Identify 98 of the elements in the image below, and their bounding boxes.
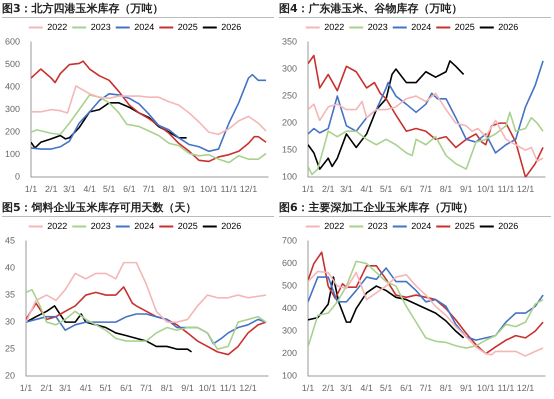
- x-tick-label: 6/1: [400, 383, 413, 394]
- legend-label: 2026: [221, 22, 242, 32]
- legend-label: 2022: [324, 220, 344, 231]
- x-tick-label: 4/1: [80, 383, 92, 394]
- x-tick-label: 7/1: [420, 184, 432, 194]
- legend-label: 2024: [134, 22, 154, 32]
- legend-label: 2022: [47, 22, 68, 32]
- x-tick-label: 9/1: [182, 184, 196, 194]
- x-tick-label: 5/1: [380, 184, 392, 194]
- y-tick-label: 500: [282, 280, 298, 291]
- x-tick-label: 5/1: [100, 383, 112, 394]
- x-tick-label: 10/1: [476, 383, 495, 394]
- x-tick-label: 8/1: [162, 184, 176, 194]
- chart-title: 图5：饲料企业玉米库存可用天数（天）: [2, 199, 274, 217]
- x-tick-label: 10/1: [200, 184, 218, 194]
- chart-title: 图3：北方四港玉米库存（万吨）: [2, 0, 274, 18]
- y-tick-label: 300: [282, 64, 298, 74]
- x-tick-label: 11/1: [220, 383, 237, 394]
- y-tick-label: 350: [282, 36, 298, 46]
- x-tick-label: 7/1: [142, 184, 156, 194]
- y-tick-label: 100: [282, 172, 298, 182]
- x-tick-label: 11/1: [498, 383, 514, 394]
- x-tick-label: 12/1: [516, 383, 534, 394]
- y-tick-label: 20: [4, 370, 16, 381]
- x-tick-label: 9/1: [460, 184, 472, 194]
- x-tick-label: 5/1: [380, 383, 392, 394]
- y-tick-label: 400: [4, 82, 20, 92]
- legend-label: 2025: [454, 220, 475, 231]
- x-tick-label: 9/1: [181, 383, 194, 394]
- legend-label: 2026: [221, 220, 242, 231]
- x-tick-label: 8/1: [440, 383, 452, 394]
- y-tick-label: 30: [4, 316, 16, 327]
- y-tick-label: 300: [282, 326, 298, 336]
- x-tick-label: 5/1: [102, 184, 116, 194]
- y-tick-label: 35: [4, 290, 16, 300]
- legend-label: 2023: [90, 22, 111, 32]
- legend-label: 2026: [498, 22, 518, 32]
- x-tick-label: 7/1: [140, 383, 153, 394]
- x-tick-label: 3/1: [340, 383, 353, 394]
- legend-label: 2023: [368, 22, 388, 32]
- y-tick-label: 600: [4, 36, 20, 46]
- x-tick-label: 6/1: [123, 184, 136, 194]
- x-tick-label: 1/1: [24, 184, 38, 194]
- y-tick-label: 700: [282, 235, 298, 246]
- x-tick-label: 1/1: [302, 383, 314, 394]
- y-tick-label: 300: [4, 104, 20, 114]
- x-tick-label: 10/1: [476, 184, 495, 194]
- legend-label: 2023: [90, 220, 111, 231]
- x-tick-label: 11/1: [220, 184, 238, 194]
- y-tick-label: 200: [4, 126, 20, 137]
- y-tick-label: 500: [4, 59, 20, 70]
- legend-label: 2022: [324, 22, 344, 32]
- y-tick-label: 0: [15, 172, 20, 182]
- x-tick-label: 1/1: [20, 383, 32, 394]
- y-tick-label: 200: [282, 348, 298, 358]
- y-tick-label: 150: [282, 144, 298, 155]
- y-tick-label: 25: [4, 344, 16, 354]
- y-tick-label: 600: [282, 258, 298, 268]
- legend-label: 2024: [411, 22, 432, 32]
- y-tick-label: 200: [282, 118, 298, 128]
- legend-label: 2024: [134, 220, 154, 231]
- y-tick-label: 400: [282, 303, 298, 314]
- legend-label: 2023: [368, 220, 388, 231]
- legend-label: 2025: [178, 22, 198, 32]
- chart-title: 图4：广东港玉米、谷物库存（万吨）: [279, 0, 551, 18]
- legend-label: 2025: [178, 220, 198, 231]
- x-tick-label: 3/1: [63, 184, 76, 194]
- x-tick-label: 8/1: [440, 184, 452, 194]
- y-tick-label: 40: [4, 262, 16, 273]
- x-tick-label: 7/1: [420, 383, 432, 394]
- legend-label: 2022: [47, 220, 68, 231]
- legend-label: 2025: [454, 22, 475, 32]
- x-tick-label: 2/1: [322, 383, 334, 394]
- x-tick-label: 4/1: [83, 184, 96, 194]
- x-tick-label: 12/1: [240, 184, 258, 194]
- y-tick-label: 100: [282, 370, 298, 381]
- x-tick-label: 6/1: [120, 383, 133, 394]
- x-tick-label: 12/1: [516, 184, 534, 194]
- legend-label: 2026: [498, 220, 518, 231]
- chart-title: 图6：主要深加工企业玉米库存（万吨）: [279, 199, 551, 217]
- x-tick-label: 12/1: [239, 383, 257, 394]
- x-tick-label: 4/1: [360, 184, 373, 194]
- x-tick-label: 10/1: [198, 383, 216, 394]
- x-tick-label: 3/1: [340, 184, 353, 194]
- x-tick-label: 2/1: [40, 383, 53, 394]
- x-tick-label: 9/1: [460, 383, 472, 394]
- x-tick-label: 8/1: [160, 383, 174, 394]
- x-tick-label: 11/1: [498, 184, 514, 194]
- x-tick-label: 3/1: [58, 383, 72, 394]
- x-tick-label: 2/1: [44, 184, 58, 194]
- x-tick-label: 1/1: [302, 184, 314, 194]
- y-tick-label: 250: [282, 90, 298, 101]
- x-tick-label: 6/1: [400, 184, 413, 194]
- x-tick-label: 2/1: [322, 184, 334, 194]
- y-tick-label: 100: [4, 149, 20, 160]
- legend-label: 2024: [411, 220, 432, 231]
- y-tick-label: 45: [4, 235, 16, 246]
- x-tick-label: 4/1: [360, 383, 373, 394]
